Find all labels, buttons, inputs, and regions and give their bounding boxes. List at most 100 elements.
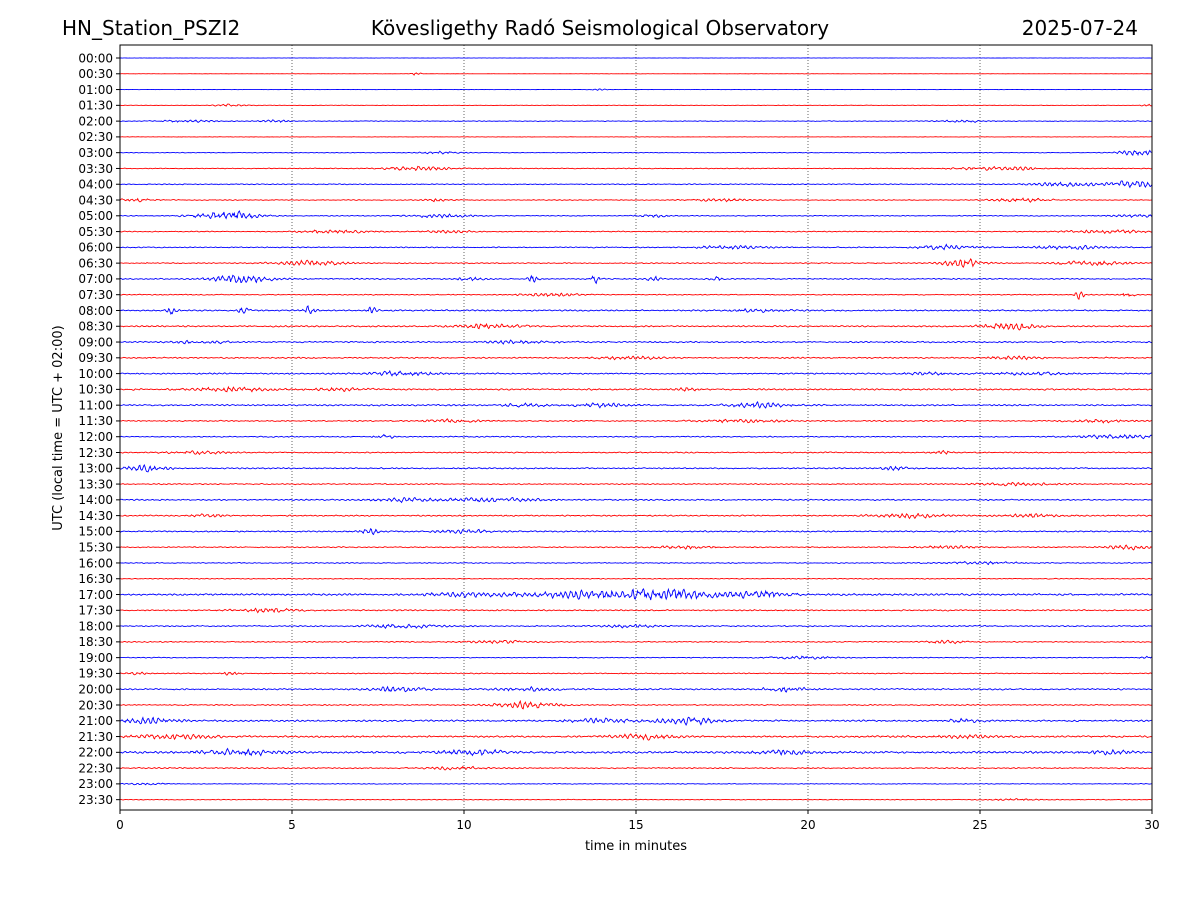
y-tick-label: 03:30	[78, 162, 113, 176]
trace-2300	[119, 782, 1153, 786]
x-tick-label: 25	[972, 818, 987, 832]
chart-title: Kövesligethy Radó Seismological Observat…	[370, 16, 830, 40]
y-tick-label: 19:30	[78, 667, 113, 681]
y-tick-label: 20:30	[78, 698, 113, 712]
trace-2330	[119, 798, 1153, 801]
y-tick-label: 11:30	[78, 414, 113, 428]
trace-1300	[119, 464, 1153, 473]
y-tick-label: 13:30	[78, 477, 113, 491]
y-tick-label: 02:30	[78, 130, 113, 144]
trace-0530	[119, 229, 1153, 235]
trace-0500	[119, 210, 1153, 220]
trace-0800	[119, 305, 1153, 316]
trace-1900	[119, 655, 1153, 660]
trace-2000	[119, 685, 1152, 693]
x-tick-label: 20	[800, 818, 815, 832]
y-tick-label: 15:00	[78, 525, 113, 539]
y-tick-label: 04:00	[78, 178, 113, 192]
trace-0200	[119, 119, 1152, 124]
trace-1130	[119, 418, 1153, 424]
y-tick-label: 21:30	[78, 730, 113, 744]
trace-1500	[119, 527, 1153, 536]
y-tick-label: 07:30	[78, 288, 113, 302]
trace-1030	[119, 385, 1153, 393]
trace-0130	[119, 103, 1153, 107]
y-tick-label: 13:00	[78, 462, 113, 476]
trace-0030	[119, 72, 1153, 76]
vertical-grid	[291, 45, 981, 810]
trace-2100	[119, 716, 1153, 726]
y-tick-label: 01:00	[78, 83, 113, 97]
trace-0730	[119, 291, 1153, 300]
chart-date: 2025-07-24	[1021, 16, 1138, 40]
trace-1100	[119, 400, 1153, 409]
y-tick-label: 09:30	[78, 351, 113, 365]
trace-1930	[119, 671, 1153, 676]
y-tick-label: 21:00	[78, 714, 113, 728]
trace-2200	[119, 747, 1153, 757]
trace-1400	[119, 496, 1153, 504]
trace-1530	[119, 544, 1153, 551]
y-tick-label: 22:30	[78, 761, 113, 775]
trace-0400	[120, 180, 1153, 189]
y-tick-label: 16:00	[78, 556, 113, 570]
trace-1230	[119, 449, 1153, 456]
x-tick-label: 0	[116, 818, 124, 832]
y-tick-label: 20:00	[78, 683, 113, 697]
trace-0430	[119, 197, 1152, 203]
y-tick-label: 08:00	[78, 304, 113, 318]
trace-0330	[119, 165, 1153, 172]
y-tick-label: 05:00	[78, 209, 113, 223]
x-tick-label: 15	[628, 818, 643, 832]
y-tick-label: 09:00	[78, 335, 113, 349]
y-tick-label: 16:30	[78, 572, 113, 586]
trace-1700	[119, 587, 1153, 601]
trace-1800	[119, 623, 1153, 629]
y-tick-label: 11:00	[78, 398, 113, 412]
y-tick-label: 00:30	[78, 67, 113, 81]
trace-2130	[119, 733, 1153, 741]
y-tick-label: 12:00	[78, 430, 113, 444]
x-tick-label: 30	[1144, 818, 1159, 832]
trace-1330	[119, 481, 1153, 487]
trace-1630	[119, 577, 1153, 580]
y-tick-label: 06:30	[78, 256, 113, 270]
y-tick-label: 17:00	[78, 588, 113, 602]
y-tick-label: 22:00	[78, 746, 113, 760]
trace-0300	[119, 149, 1153, 157]
y-tick-label: 14:30	[78, 509, 113, 523]
trace-1200	[119, 433, 1153, 440]
y-tick-label: 23:30	[78, 793, 113, 807]
y-axis-label: UTC (local time = UTC + 02:00)	[51, 325, 66, 530]
trace-1430	[119, 512, 1153, 520]
station-name: HN_Station_PSZI2	[62, 16, 241, 40]
trace-2030	[119, 699, 1153, 710]
trace-0630	[119, 258, 1153, 268]
trace-1730	[119, 607, 1153, 614]
y-tick-label: 14:00	[78, 493, 113, 507]
y-tick-label: 18:30	[78, 635, 113, 649]
trace-0900	[119, 339, 1153, 345]
y-tick-label: 02:00	[78, 114, 113, 128]
y-tick-label: 08:30	[78, 320, 113, 334]
y-tick-label: 01:30	[78, 99, 113, 113]
x-tick-label: 5	[288, 818, 296, 832]
trace-2230	[119, 765, 1152, 771]
y-tick-label: 06:00	[78, 241, 113, 255]
y-tick-label: 10:00	[78, 367, 113, 381]
y-tick-label: 03:00	[78, 146, 113, 160]
y-tick-label: 23:00	[78, 777, 113, 791]
y-tick-label: 18:00	[78, 619, 113, 633]
y-tick-label: 19:00	[78, 651, 113, 665]
seismogram-traces	[119, 57, 1153, 801]
trace-0700	[119, 274, 1153, 285]
y-tick-label: 07:00	[78, 272, 113, 286]
trace-1600	[119, 560, 1153, 566]
y-tick-label: 15:30	[78, 540, 113, 554]
y-tick-label: 04:30	[78, 193, 113, 207]
x-tick-labels: 0 5 10 15 20 25 30	[116, 810, 1160, 832]
y-tick-label: 12:30	[78, 446, 113, 460]
trace-1830	[119, 639, 1153, 645]
